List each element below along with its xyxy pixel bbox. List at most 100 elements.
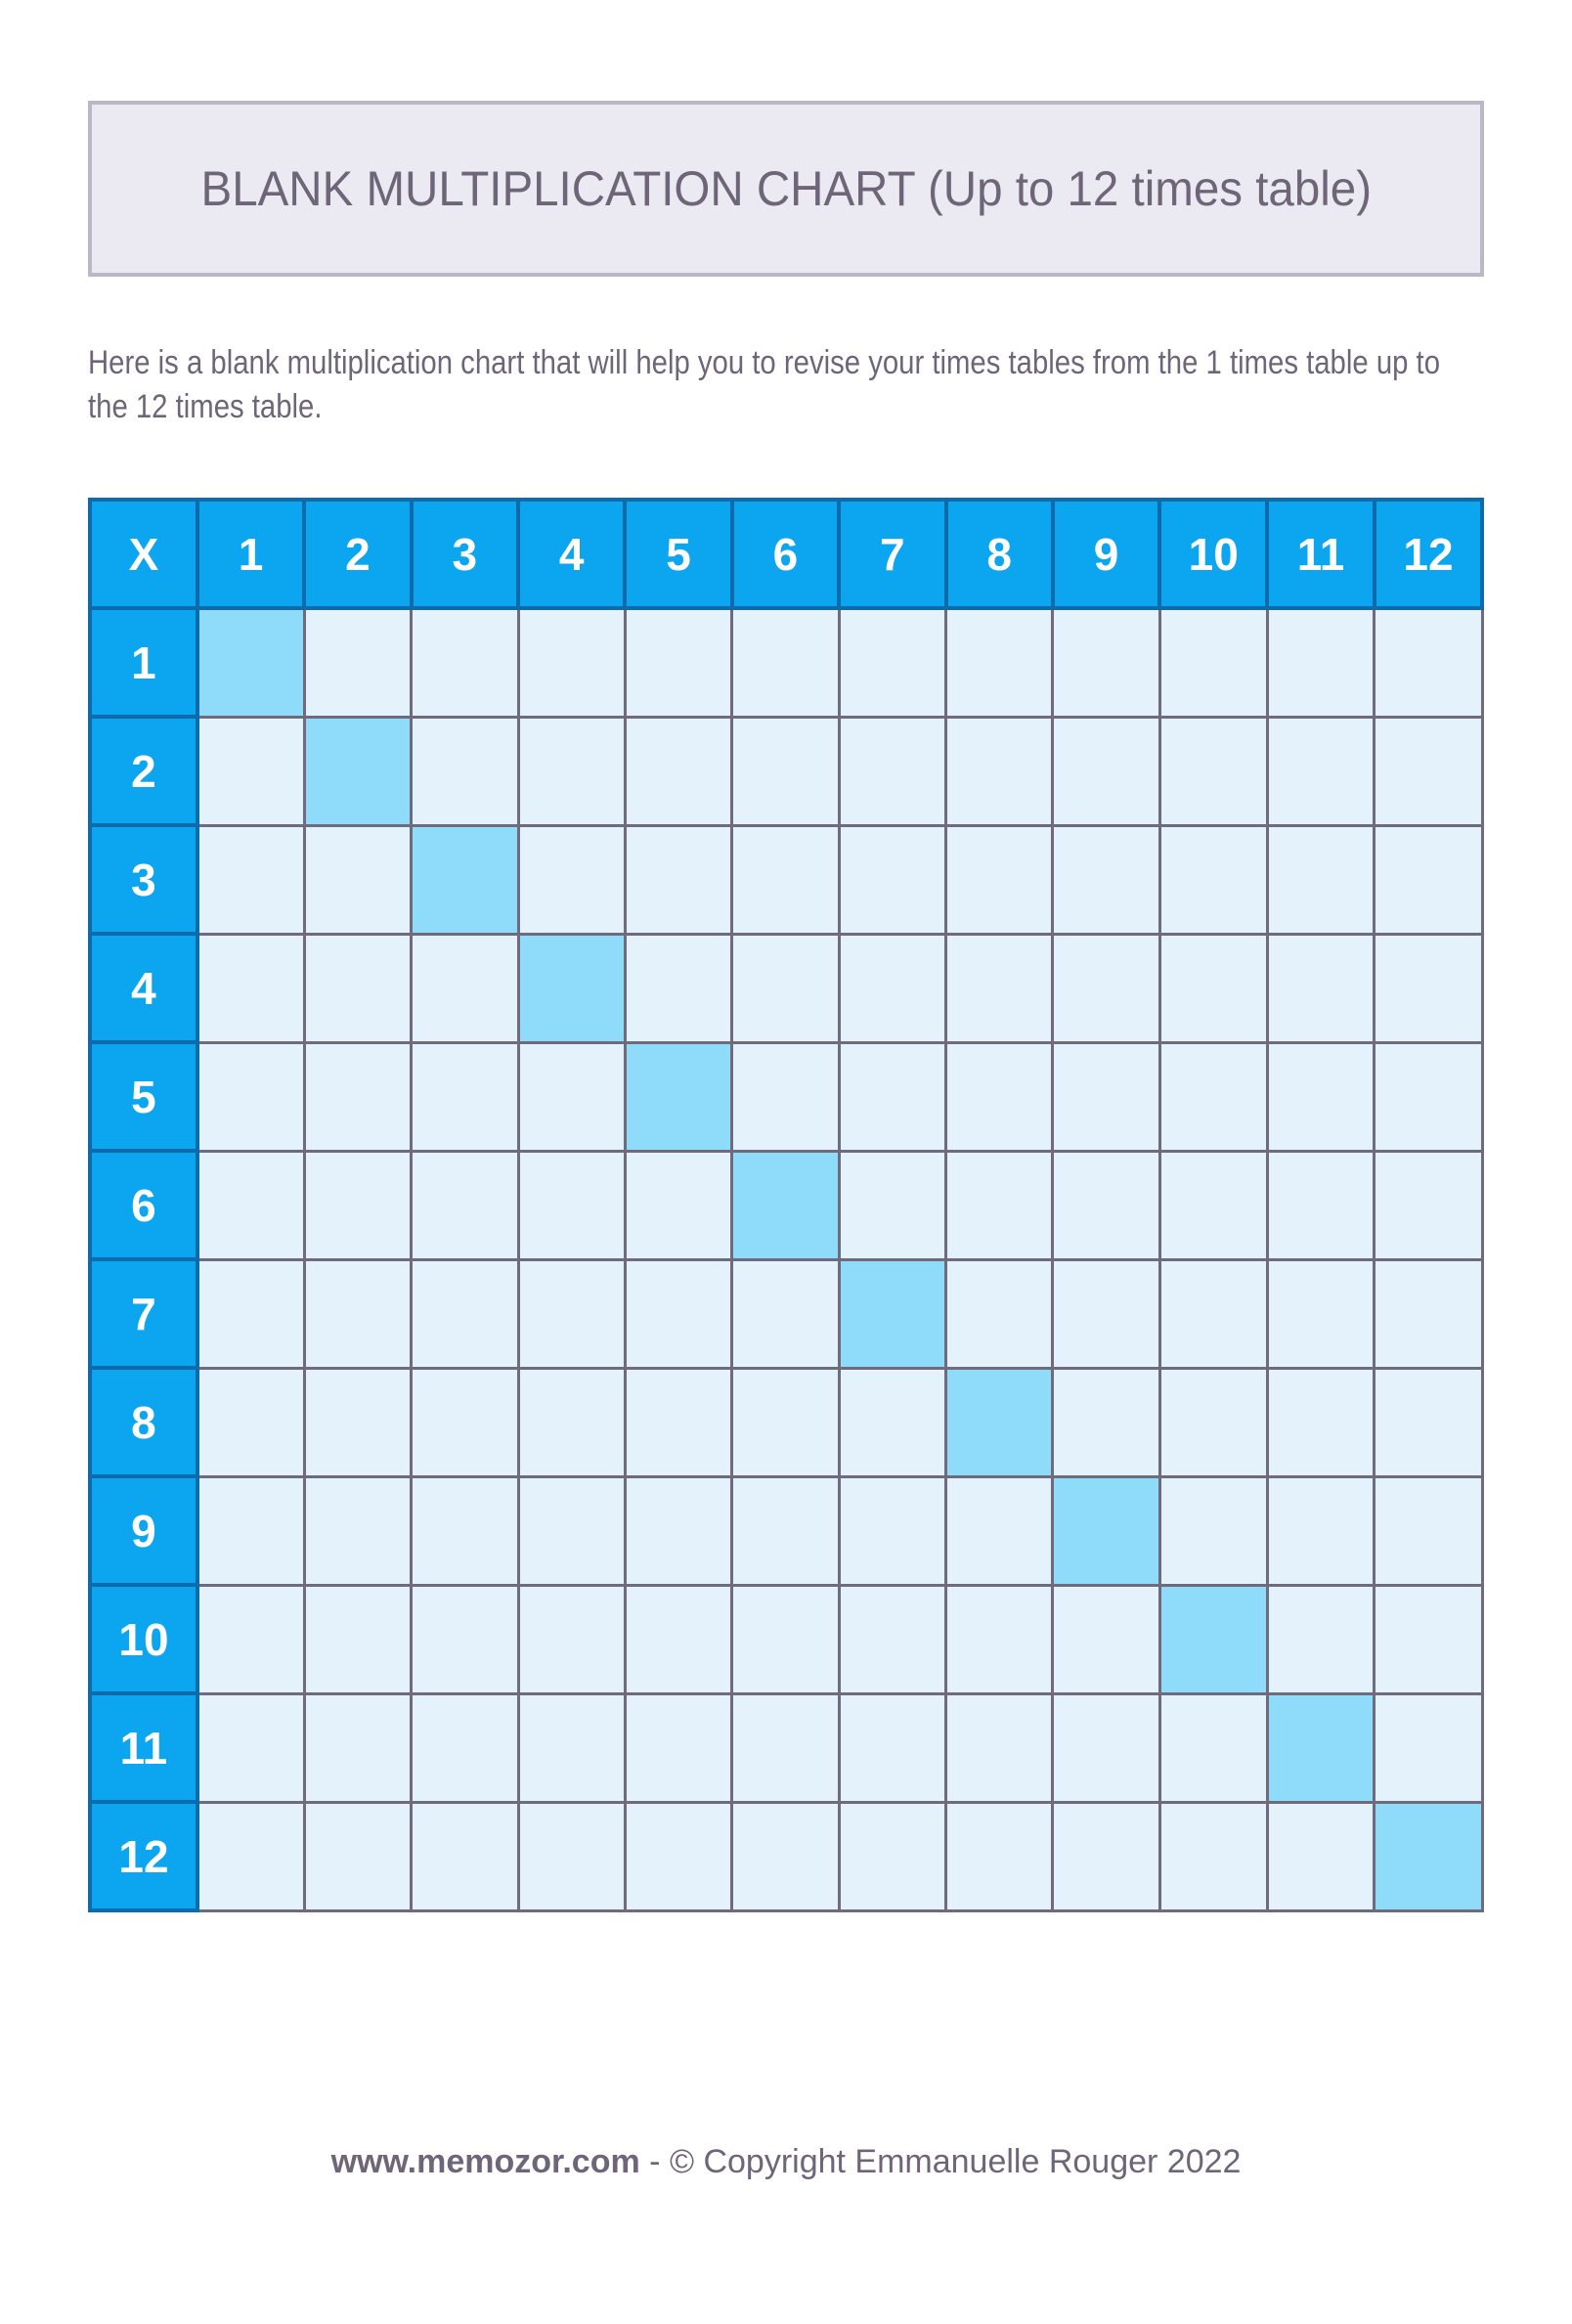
blank-cell xyxy=(1373,1040,1484,1153)
blank-cell xyxy=(944,1257,1055,1370)
blank-cell xyxy=(302,823,414,936)
row-header-cell: 11 xyxy=(88,1691,199,1804)
row-header-cell: 4 xyxy=(88,932,199,1044)
blank-cell xyxy=(410,1583,520,1695)
blank-cell xyxy=(837,1366,948,1478)
blank-cell xyxy=(837,1149,948,1261)
blank-cell xyxy=(944,823,1055,936)
blank-cell xyxy=(623,1257,734,1370)
blank-cell xyxy=(1373,1474,1484,1587)
blank-cell xyxy=(1157,1040,1269,1153)
blank-cell xyxy=(196,1257,306,1370)
row-header-cell: 2 xyxy=(88,715,199,827)
diagonal-highlight-cell xyxy=(1157,1583,1269,1695)
blank-cell xyxy=(196,932,306,1044)
blank-cell xyxy=(1265,1257,1376,1370)
blank-cell xyxy=(623,1800,734,1912)
table-row: 7 xyxy=(88,1257,1484,1370)
table-row: 8 xyxy=(88,1366,1484,1478)
blank-cell xyxy=(1157,1800,1269,1912)
blank-cell xyxy=(1157,1691,1269,1804)
blank-cell xyxy=(516,1583,627,1695)
row-header-cell: 7 xyxy=(88,1257,199,1370)
blank-cell xyxy=(1265,1366,1376,1478)
blank-cell xyxy=(730,1691,841,1804)
diagonal-highlight-cell xyxy=(623,1040,734,1153)
document-page: BLANK MULTIPLICATION CHART (Up to 12 tim… xyxy=(0,101,1572,2181)
blank-cell xyxy=(1051,1691,1161,1804)
blank-cell xyxy=(944,932,1055,1044)
blank-cell xyxy=(196,1583,306,1695)
blank-cell xyxy=(730,1583,841,1695)
row-header-cell: 6 xyxy=(88,1149,199,1261)
blank-cell xyxy=(410,715,520,827)
blank-cell xyxy=(837,1583,948,1695)
blank-cell xyxy=(196,1366,306,1478)
blank-cell xyxy=(516,1257,627,1370)
blank-cell xyxy=(1157,1149,1269,1261)
intro-paragraph: Here is a blank multiplication chart tha… xyxy=(88,344,1441,425)
blank-cell xyxy=(196,1040,306,1153)
column-header-cell: 7 xyxy=(837,498,948,610)
diagonal-highlight-cell xyxy=(944,1366,1055,1478)
blank-cell xyxy=(623,715,734,827)
blank-cell xyxy=(1051,1800,1161,1912)
blank-cell xyxy=(410,1149,520,1261)
column-header-cell: 2 xyxy=(302,498,414,610)
column-header-cell: 3 xyxy=(409,498,521,610)
blank-cell xyxy=(837,1691,948,1804)
blank-cell xyxy=(623,1583,734,1695)
blank-cell xyxy=(196,1474,306,1587)
blank-cell xyxy=(410,1366,520,1478)
table-row: 12 xyxy=(88,1800,1484,1912)
blank-cell xyxy=(1157,1474,1269,1587)
blank-cell xyxy=(1051,1583,1161,1695)
blank-cell xyxy=(944,1691,1055,1804)
diagonal-highlight-cell xyxy=(837,1257,948,1370)
blank-cell xyxy=(837,715,948,827)
blank-cell xyxy=(1373,932,1484,1044)
blank-cell xyxy=(302,1583,414,1695)
footer: www.memozor.com - © Copyright Emmanuelle… xyxy=(88,2143,1484,2181)
blank-cell xyxy=(516,1149,627,1261)
blank-cell xyxy=(1051,932,1161,1044)
table-row: 1 xyxy=(88,606,1484,719)
blank-cell xyxy=(1157,715,1269,827)
diagonal-highlight-cell xyxy=(1265,1691,1376,1804)
blank-cell xyxy=(1051,606,1161,719)
blank-cell xyxy=(1373,1366,1484,1478)
blank-cell xyxy=(410,606,520,719)
blank-cell xyxy=(837,932,948,1044)
blank-cell xyxy=(410,1691,520,1804)
row-header-cell: 12 xyxy=(88,1800,199,1912)
blank-cell xyxy=(730,1800,841,1912)
blank-cell xyxy=(196,715,306,827)
table-row: 5 xyxy=(88,1040,1484,1153)
blank-cell xyxy=(516,1366,627,1478)
blank-cell xyxy=(837,606,948,719)
blank-cell xyxy=(730,1366,841,1478)
column-header-cell: 12 xyxy=(1372,498,1485,610)
blank-cell xyxy=(730,715,841,827)
table-row: X 1 2 3 4 5 6 7 8 9 10 11 12 xyxy=(88,498,1485,610)
blank-cell xyxy=(410,1800,520,1912)
blank-cell xyxy=(837,1474,948,1587)
blank-cell xyxy=(302,1691,414,1804)
diagonal-highlight-cell xyxy=(410,823,520,936)
blank-cell xyxy=(1051,1366,1161,1478)
table-row: 3 xyxy=(88,823,1484,936)
footer-site-link[interactable]: www.memozor.com xyxy=(330,2143,640,2180)
blank-cell xyxy=(516,1800,627,1912)
diagonal-highlight-cell xyxy=(730,1149,841,1261)
blank-cell xyxy=(944,1800,1055,1912)
blank-cell xyxy=(1265,1583,1376,1695)
blank-cell xyxy=(1265,1800,1376,1912)
table-row: 10 xyxy=(88,1583,1484,1695)
blank-cell xyxy=(516,715,627,827)
row-header-cell: 8 xyxy=(88,1366,199,1478)
blank-cell xyxy=(1373,606,1484,719)
diagonal-highlight-cell xyxy=(1051,1474,1161,1587)
blank-cell xyxy=(944,1474,1055,1587)
blank-cell xyxy=(516,1040,627,1153)
diagonal-highlight-cell xyxy=(516,932,627,1044)
